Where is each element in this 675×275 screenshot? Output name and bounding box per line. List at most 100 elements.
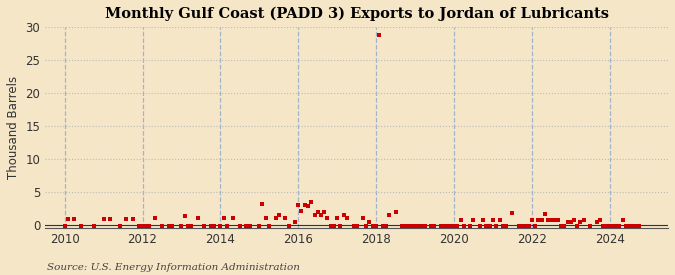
- Point: [234, 224, 245, 228]
- Point: [452, 224, 462, 228]
- Point: [69, 217, 80, 221]
- Point: [257, 202, 268, 206]
- Point: [296, 209, 306, 213]
- Point: [543, 218, 554, 222]
- Point: [322, 216, 333, 221]
- Point: [475, 224, 485, 228]
- Point: [264, 224, 275, 228]
- Point: [335, 224, 346, 228]
- Point: [76, 224, 86, 228]
- Point: [128, 217, 138, 221]
- Point: [88, 224, 99, 228]
- Point: [371, 224, 381, 228]
- Point: [364, 219, 375, 224]
- Point: [449, 224, 460, 228]
- Point: [627, 224, 638, 228]
- Point: [539, 212, 550, 216]
- Point: [559, 224, 570, 228]
- Point: [144, 224, 155, 228]
- Point: [270, 216, 281, 221]
- Point: [383, 213, 394, 217]
- Point: [412, 224, 423, 228]
- Point: [514, 224, 524, 228]
- Point: [261, 216, 271, 221]
- Point: [176, 224, 187, 228]
- Point: [426, 224, 437, 228]
- Point: [478, 218, 489, 222]
- Point: [59, 223, 70, 228]
- Point: [400, 224, 410, 228]
- Point: [137, 224, 148, 228]
- Point: [601, 224, 612, 228]
- Point: [361, 224, 372, 228]
- Point: [529, 224, 540, 228]
- Point: [556, 224, 566, 228]
- Point: [374, 32, 385, 37]
- Point: [280, 216, 291, 221]
- Point: [342, 216, 352, 221]
- Point: [546, 218, 557, 222]
- Point: [254, 224, 265, 228]
- Point: [192, 216, 203, 221]
- Point: [338, 213, 349, 217]
- Point: [283, 224, 294, 228]
- Point: [157, 224, 167, 228]
- Point: [377, 224, 388, 228]
- Point: [485, 224, 495, 228]
- Point: [306, 200, 317, 204]
- Point: [446, 224, 456, 228]
- Point: [218, 216, 229, 221]
- Point: [595, 218, 605, 222]
- Point: [215, 224, 226, 228]
- Point: [591, 219, 602, 224]
- Point: [458, 224, 469, 228]
- Point: [455, 218, 466, 222]
- Point: [516, 224, 527, 228]
- Point: [313, 210, 323, 214]
- Point: [507, 211, 518, 215]
- Title: Monthly Gulf Coast (PADD 3) Exports to Jordan of Lubricants: Monthly Gulf Coast (PADD 3) Exports to J…: [105, 7, 609, 21]
- Point: [575, 219, 586, 224]
- Point: [442, 224, 453, 228]
- Point: [105, 217, 115, 221]
- Point: [244, 224, 255, 228]
- Point: [578, 218, 589, 222]
- Point: [520, 224, 531, 228]
- Point: [617, 218, 628, 222]
- Point: [273, 213, 284, 217]
- Point: [468, 218, 479, 222]
- Point: [614, 224, 625, 228]
- Point: [633, 224, 644, 228]
- Point: [410, 224, 421, 228]
- Point: [134, 224, 145, 228]
- Point: [150, 216, 161, 221]
- Point: [99, 217, 109, 221]
- Point: [597, 224, 608, 228]
- Point: [585, 224, 595, 228]
- Point: [497, 224, 508, 228]
- Point: [536, 218, 547, 222]
- Point: [325, 224, 336, 228]
- Point: [198, 224, 209, 228]
- Point: [419, 224, 430, 228]
- Point: [186, 224, 196, 228]
- Point: [121, 217, 132, 221]
- Point: [166, 224, 177, 228]
- Point: [500, 224, 511, 228]
- Point: [562, 219, 573, 224]
- Point: [179, 213, 190, 218]
- Point: [205, 224, 216, 228]
- Point: [630, 224, 641, 228]
- Point: [351, 224, 362, 228]
- Point: [553, 218, 564, 222]
- Point: [390, 210, 401, 214]
- Point: [309, 213, 320, 217]
- Point: [620, 224, 631, 228]
- Point: [300, 203, 310, 207]
- Point: [62, 217, 73, 221]
- Point: [329, 224, 340, 228]
- Point: [416, 224, 427, 228]
- Point: [533, 218, 544, 222]
- Point: [293, 203, 304, 207]
- Point: [228, 216, 239, 221]
